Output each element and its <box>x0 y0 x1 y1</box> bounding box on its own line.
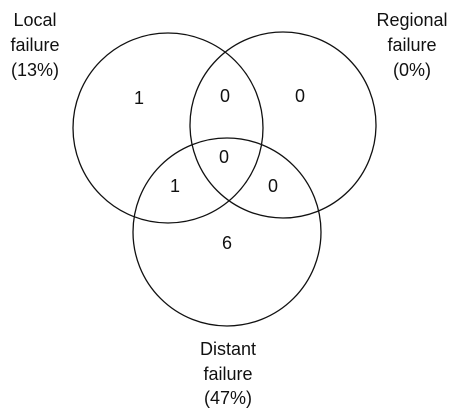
set-label: failure <box>203 364 252 384</box>
distant-circle <box>132 137 322 327</box>
region-count: 1 <box>170 176 180 196</box>
region-count: 0 <box>268 176 278 196</box>
set-label: Local <box>13 10 56 30</box>
region-count: 1 <box>134 88 144 108</box>
set-label: (13%) <box>11 60 59 80</box>
local-circle <box>72 32 264 224</box>
set-label: failure <box>387 35 436 55</box>
set-label: (0%) <box>393 60 431 80</box>
regional-circle <box>189 31 377 219</box>
region-count: 0 <box>219 147 229 167</box>
set-label: (47%) <box>204 388 252 408</box>
set-label: Regional <box>376 10 447 30</box>
set-label: failure <box>10 35 59 55</box>
region-count: 6 <box>222 233 232 253</box>
region-count: 0 <box>295 86 305 106</box>
set-label: Distant <box>200 339 256 359</box>
region-count: 0 <box>220 86 230 106</box>
